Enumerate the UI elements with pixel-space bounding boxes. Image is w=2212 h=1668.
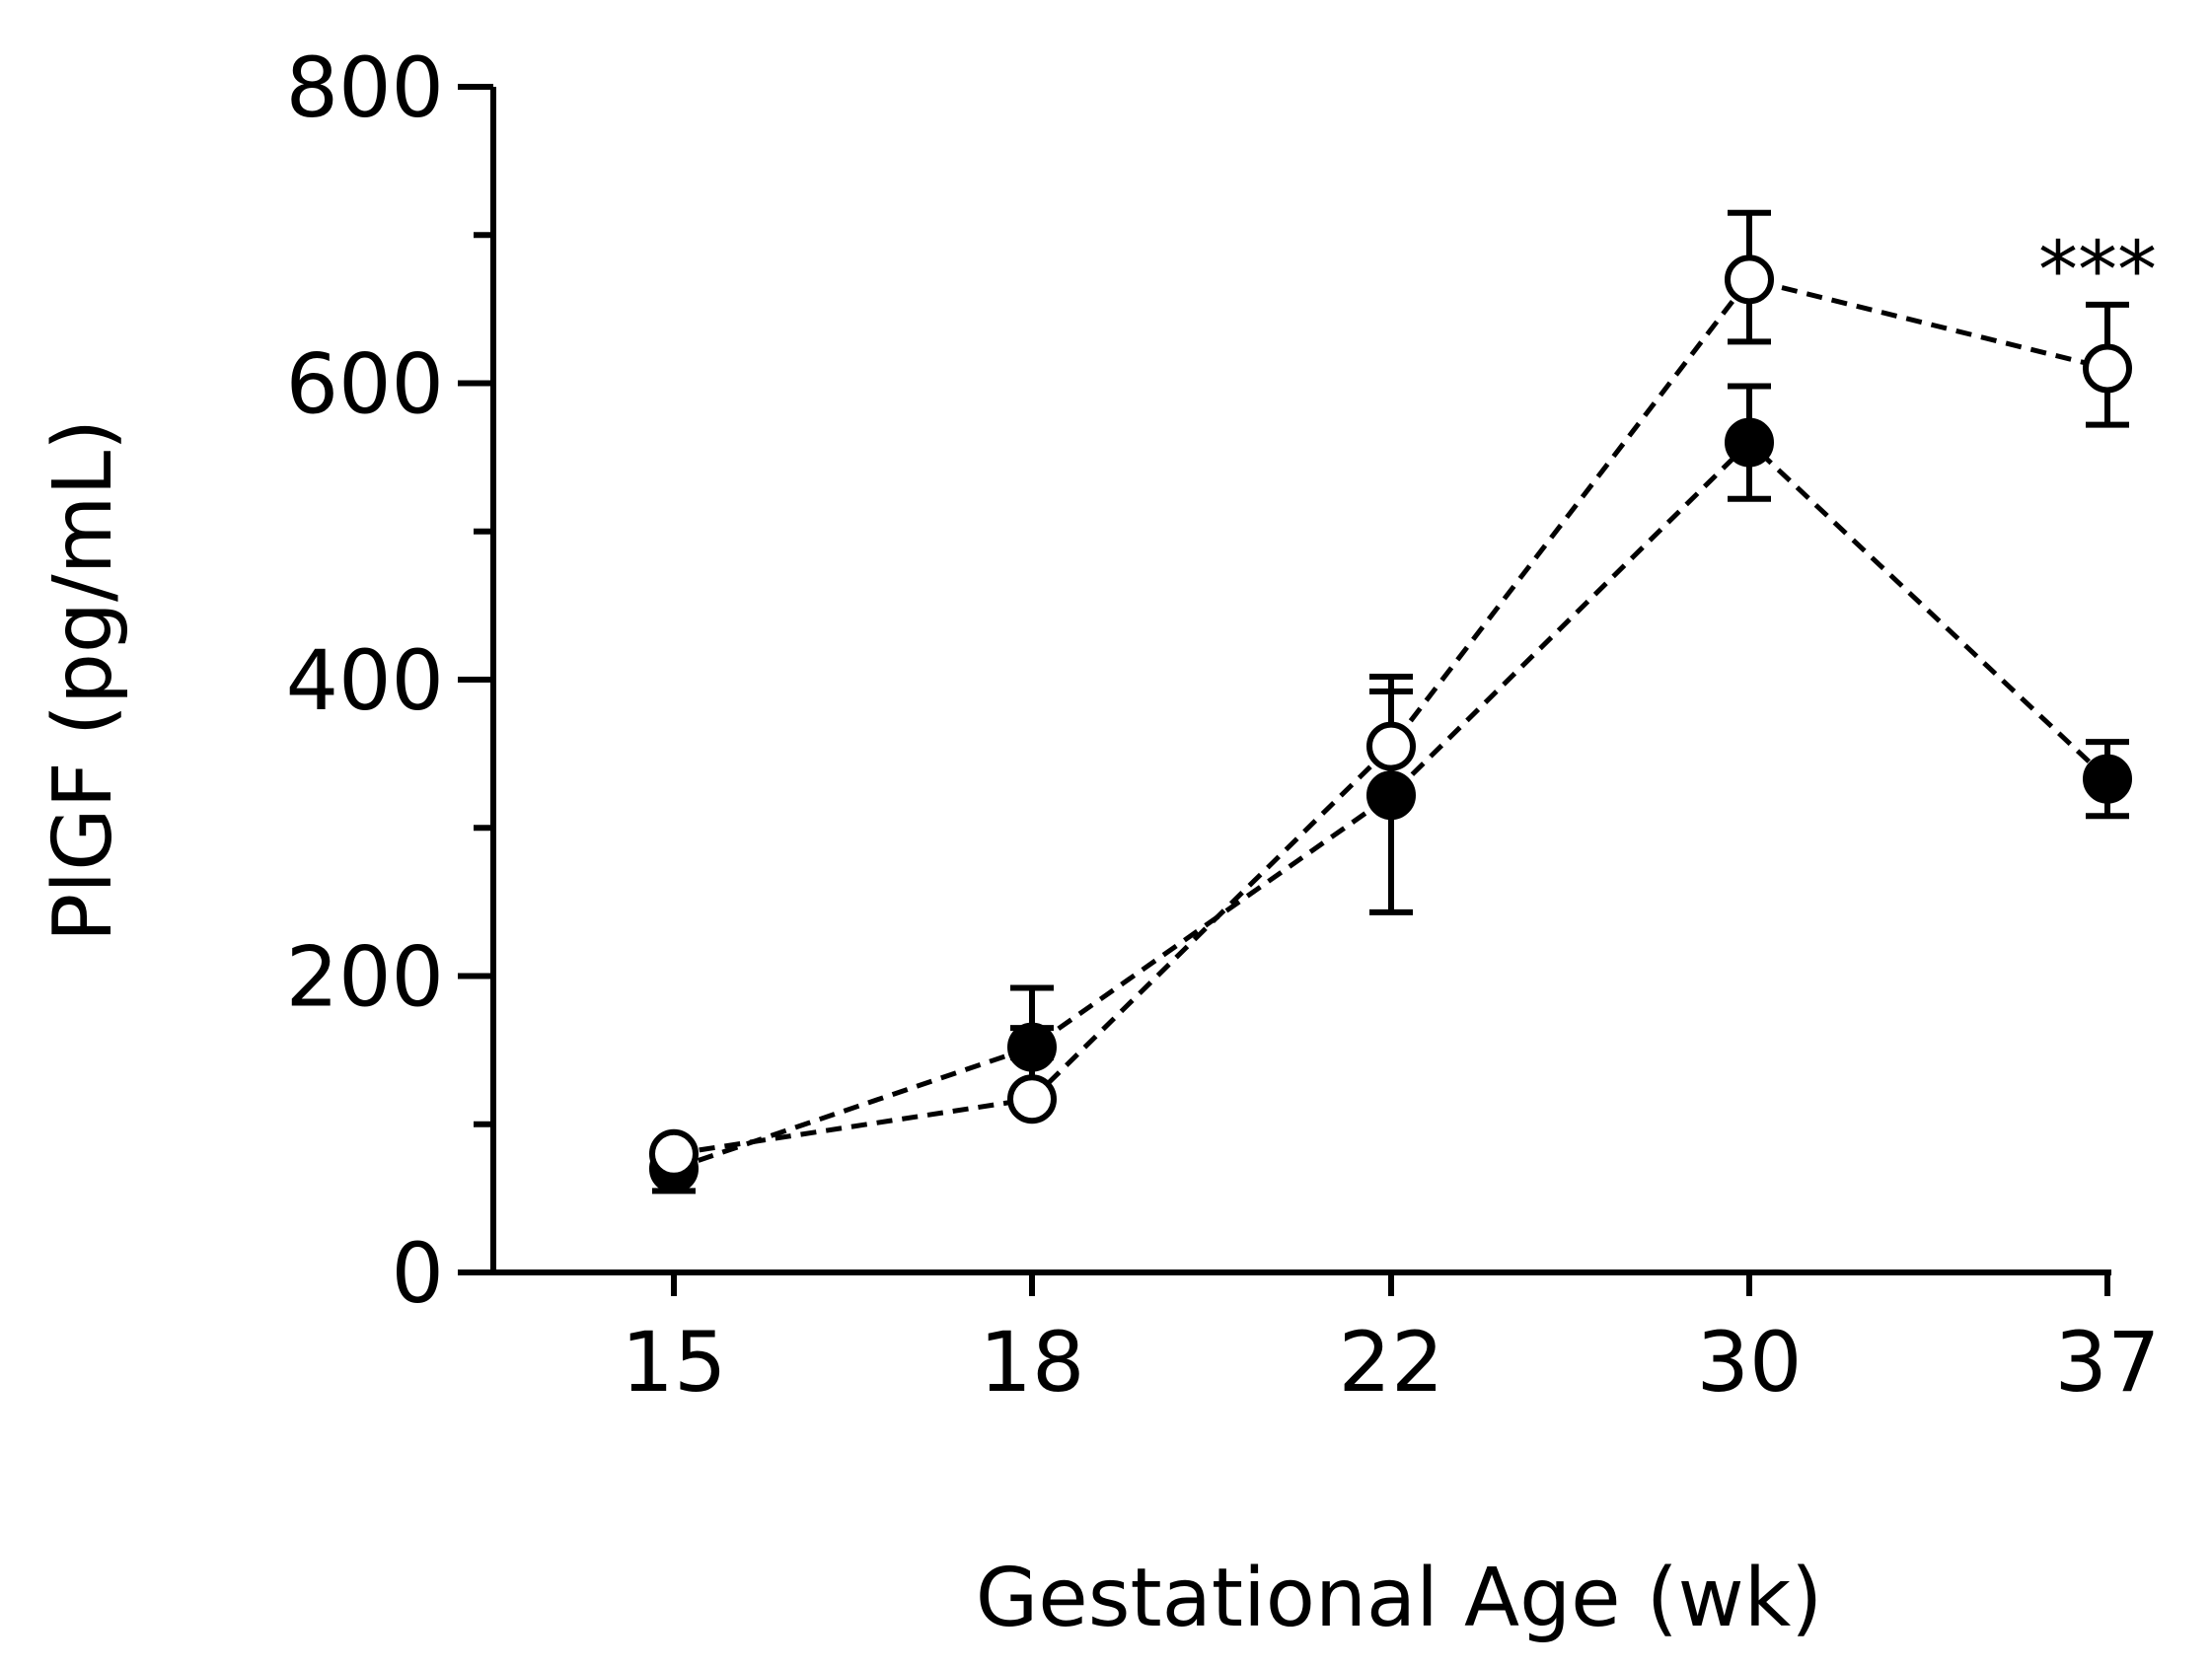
open-circle-marker [1366, 721, 1416, 771]
y-tick-label: 200 [286, 929, 444, 1026]
series-layer [649, 209, 2132, 1195]
filled-circle-marker [1007, 1022, 1057, 1072]
x-ticks: 15 18 22 30 37 [622, 1272, 2161, 1411]
y-ticks: 0 200 400 600 800 [286, 39, 493, 1322]
filled-circle-marker [1725, 417, 1774, 468]
y-tick-label: 800 [286, 39, 444, 136]
x-tick-label: 15 [622, 1314, 727, 1411]
y-axis-title: PlGF (pg/mL) [37, 419, 130, 942]
x-tick-label: 30 [1697, 1314, 1803, 1411]
x-axis-title: Gestational Age (wk) [976, 1552, 1822, 1645]
significance-annotation: *** [2038, 224, 2157, 316]
x-tick-label: 22 [1339, 1314, 1444, 1411]
annotation-layer: *** [2038, 224, 2157, 316]
open-circle-marker [649, 1128, 699, 1179]
y-tick-label: 600 [286, 336, 444, 433]
y-tick-label: 400 [286, 632, 444, 729]
y-tick-label: 0 [392, 1225, 444, 1322]
filled-circle-marker [2083, 754, 2132, 804]
axes [490, 87, 2111, 1275]
open-circle-marker [2083, 343, 2132, 394]
x-tick-label: 37 [2055, 1314, 2161, 1411]
open-circle-marker [1007, 1074, 1057, 1124]
open-circle-marker [1725, 254, 1774, 305]
series-line-open-circle [673, 276, 2108, 1157]
filled-circle-marker [1366, 770, 1416, 821]
x-tick-label: 18 [980, 1314, 1085, 1411]
